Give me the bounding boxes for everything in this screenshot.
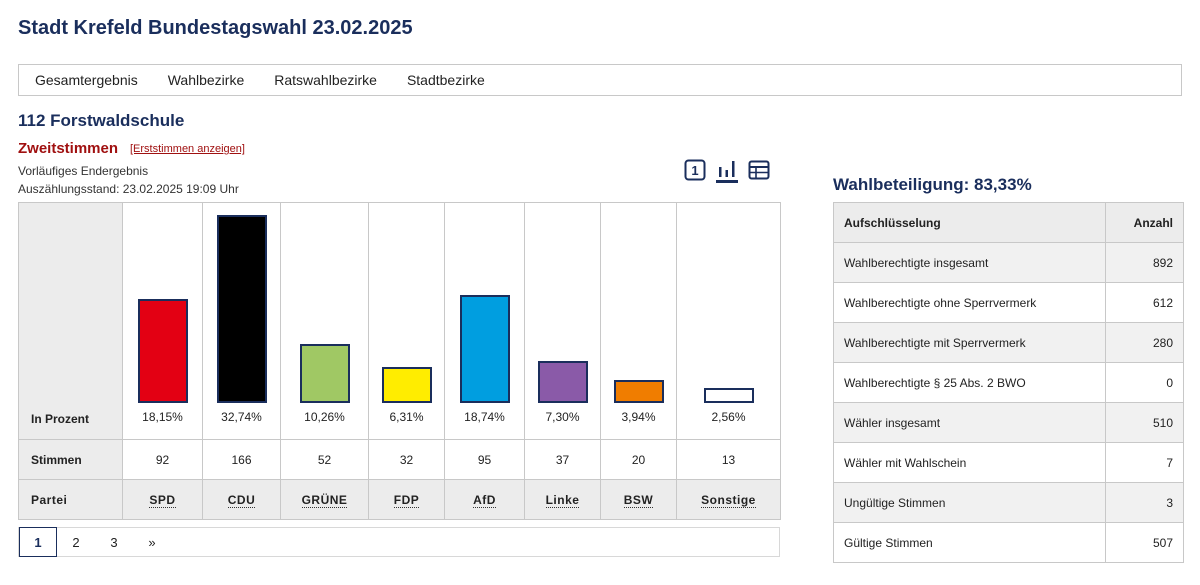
votes-afd: 95 xyxy=(444,439,525,480)
turnout-row-value: 612 xyxy=(1105,282,1184,323)
turnout-row-value: 507 xyxy=(1105,522,1184,563)
page-3-button[interactable]: 3 xyxy=(110,534,118,550)
party-bsw[interactable]: BSW xyxy=(623,492,654,508)
party-fdp[interactable]: FDP xyxy=(393,492,420,508)
turnout-row-value: 3 xyxy=(1105,482,1184,523)
percent-fdp: 6,31% xyxy=(389,410,424,424)
turnout-row-value: 892 xyxy=(1105,242,1184,283)
votes-row-label: Stimmen xyxy=(18,439,123,480)
turnout-row-label: Wähler mit Wahlschein xyxy=(833,442,1106,483)
party-cdu[interactable]: CDU xyxy=(227,492,256,508)
turnout-title: Wahlbeteiligung: 83,33% xyxy=(833,175,1032,194)
bar-sonstige[interactable] xyxy=(703,388,754,403)
bar-spd[interactable] xyxy=(137,299,188,403)
votes-spd: 92 xyxy=(122,439,203,480)
turnout-row-value: 7 xyxy=(1105,442,1184,483)
party-row-label: Partei xyxy=(18,479,123,520)
table-icon[interactable] xyxy=(748,158,770,182)
votes-fdp: 32 xyxy=(368,439,445,480)
nav-gesamtergebnis[interactable]: Gesamtergebnis xyxy=(35,72,138,88)
votes-bsw: 20 xyxy=(600,439,677,480)
bar-fdp[interactable] xyxy=(381,367,432,403)
party-spd[interactable]: SPD xyxy=(149,492,176,508)
turnout-row-label: Ungültige Stimmen xyxy=(833,482,1106,523)
turnout-row-value: 280 xyxy=(1105,322,1184,363)
turnout-row-value: 0 xyxy=(1105,362,1184,403)
party-gruene[interactable]: GRÜNE xyxy=(301,492,348,508)
results-chart: In Prozent 18,15% 32,74% 10,26% 6,31% 18… xyxy=(18,202,781,520)
page-2-button[interactable]: 2 xyxy=(72,534,80,550)
turnout-row-value: 510 xyxy=(1105,402,1184,443)
party-afd[interactable]: AfD xyxy=(473,492,496,508)
view-switcher: 1 xyxy=(684,158,770,183)
votes-linke: 37 xyxy=(524,439,601,480)
votes-gruene: 52 xyxy=(280,439,369,480)
bar-chart-icon[interactable] xyxy=(716,158,738,183)
result-status: Vorläufiges Endergebnis xyxy=(18,164,149,178)
percent-cdu: 32,74% xyxy=(221,410,262,424)
party-linke[interactable]: Linke xyxy=(545,492,580,508)
percent-gruene: 10,26% xyxy=(304,410,345,424)
nav-ratswahlbezirke[interactable]: Ratswahlbezirke xyxy=(274,72,377,88)
bar-cdu[interactable] xyxy=(216,215,267,403)
turnout-row-label: Wahlberechtigte insgesamt xyxy=(833,242,1106,283)
turnout-table: Aufschlüsselung Anzahl Wahlberechtigte i… xyxy=(833,202,1184,563)
percent-bsw: 3,94% xyxy=(621,410,656,424)
bar-bsw[interactable] xyxy=(613,380,664,403)
turnout-header-breakdown: Aufschlüsselung xyxy=(833,202,1106,243)
turnout-header-count: Anzahl xyxy=(1105,202,1184,243)
bar-linke[interactable] xyxy=(537,361,588,403)
turnout-row-label: Wahlberechtigte ohne Sperrvermerk xyxy=(833,282,1106,323)
bar-afd[interactable] xyxy=(459,295,510,403)
percent-row-label: In Prozent xyxy=(18,202,123,440)
turnout-row-label: Wahlberechtigte § 25 Abs. 2 BWO xyxy=(833,362,1106,403)
percent-sonstige: 2,56% xyxy=(711,410,746,424)
percent-linke: 7,30% xyxy=(545,410,580,424)
votes-cdu: 166 xyxy=(202,439,281,480)
svg-text:1: 1 xyxy=(691,163,698,178)
bar-gruene[interactable] xyxy=(299,344,350,403)
count-timestamp: Auszählungsstand: 23.02.2025 19:09 Uhr xyxy=(18,182,239,196)
district-title: 112 Forstwaldschule xyxy=(18,111,185,130)
main-nav: Gesamtergebnis Wahlbezirke Ratswahlbezir… xyxy=(18,64,1182,96)
turnout-row-label: Gültige Stimmen xyxy=(833,522,1106,563)
nav-wahlbezirke[interactable]: Wahlbezirke xyxy=(167,72,245,88)
page-title: Stadt Krefeld Bundestagswahl 23.02.2025 xyxy=(18,17,413,39)
nav-stadtbezirke[interactable]: Stadtbezirke xyxy=(406,72,485,88)
votes-sonstige: 13 xyxy=(676,439,781,480)
next-page-button[interactable]: » xyxy=(148,534,156,550)
vote-type-label: Zweitstimmen xyxy=(18,140,119,157)
party-sonstige[interactable]: Sonstige xyxy=(701,492,756,508)
turnout-row-label: Wähler insgesamt xyxy=(833,402,1106,443)
pagination: 1 2 3 » xyxy=(18,527,780,557)
percent-spd: 18,15% xyxy=(142,410,183,424)
page-1-button[interactable]: 1 xyxy=(19,527,57,557)
show-first-votes-link[interactable]: [Erststimmen anzeigen] xyxy=(130,143,245,155)
turnout-row-label: Wahlberechtigte mit Sperrvermerk xyxy=(833,322,1106,363)
percent-afd: 18,74% xyxy=(464,410,505,424)
one-icon[interactable]: 1 xyxy=(684,158,706,182)
